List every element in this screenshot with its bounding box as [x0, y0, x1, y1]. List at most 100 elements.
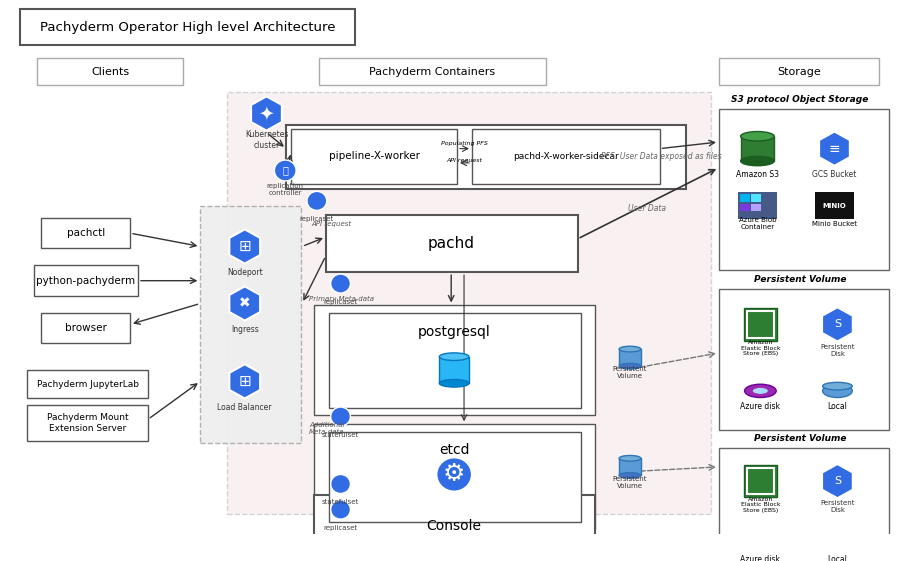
Ellipse shape — [745, 384, 776, 398]
Polygon shape — [822, 307, 853, 342]
Text: MINIO: MINIO — [823, 203, 846, 209]
Ellipse shape — [823, 383, 853, 390]
Circle shape — [330, 274, 350, 293]
Ellipse shape — [740, 131, 774, 141]
Circle shape — [274, 160, 296, 181]
Text: Persistent
Volume: Persistent Volume — [613, 366, 647, 379]
Text: S: S — [834, 476, 841, 486]
Bar — [719, 109, 889, 270]
Ellipse shape — [619, 364, 641, 369]
Bar — [227, 91, 711, 514]
Bar — [326, 215, 577, 272]
Text: GCS Bucket: GCS Bucket — [813, 170, 857, 179]
Ellipse shape — [823, 536, 853, 544]
Text: Storage: Storage — [777, 67, 821, 77]
Text: Nodeport: Nodeport — [227, 268, 262, 277]
Text: S3 protocol Object Storage: S3 protocol Object Storage — [731, 95, 869, 104]
Ellipse shape — [619, 472, 641, 479]
Text: Pachyderm Mount
Extension Server: Pachyderm Mount Extension Server — [47, 413, 129, 433]
Circle shape — [330, 475, 350, 494]
Polygon shape — [822, 464, 853, 498]
Text: Additional
Meta-data: Additional Meta-data — [309, 422, 345, 435]
Text: Clients: Clients — [91, 67, 129, 77]
Bar — [439, 357, 469, 383]
Text: Persistent
Disk: Persistent Disk — [820, 500, 854, 513]
Bar — [200, 206, 301, 443]
Text: Ingress: Ingress — [231, 325, 259, 334]
Text: PFS: User Data exposed as files: PFS: User Data exposed as files — [601, 151, 722, 161]
Text: ⊞: ⊞ — [238, 239, 251, 254]
Bar — [329, 432, 581, 522]
Bar — [37, 58, 184, 85]
Bar — [739, 194, 749, 202]
Text: ⊞: ⊞ — [238, 374, 251, 389]
Bar — [20, 9, 356, 45]
Polygon shape — [819, 131, 850, 165]
Bar — [740, 136, 774, 161]
Text: 🔵: 🔵 — [282, 165, 288, 176]
Bar — [747, 311, 774, 338]
Text: pachd: pachd — [428, 236, 475, 251]
Circle shape — [330, 500, 350, 519]
Bar — [738, 192, 777, 219]
Text: etcd: etcd — [439, 443, 470, 457]
Bar — [747, 468, 774, 494]
Bar — [719, 448, 889, 561]
Text: Persistent
Volume: Persistent Volume — [613, 476, 647, 489]
Text: Amazon S3: Amazon S3 — [736, 170, 779, 179]
Text: python-pachyderm: python-pachyderm — [36, 275, 135, 286]
Text: Local: Local — [827, 402, 847, 411]
Text: Minio Bucket: Minio Bucket — [812, 220, 857, 227]
Ellipse shape — [619, 346, 641, 352]
Bar — [719, 58, 879, 85]
Bar — [329, 313, 581, 408]
Ellipse shape — [752, 388, 768, 394]
Text: ≡: ≡ — [829, 141, 840, 155]
Text: replicaset: replicaset — [300, 216, 334, 222]
Bar — [291, 128, 457, 184]
Bar — [314, 495, 595, 557]
Polygon shape — [229, 286, 260, 320]
Text: replicaset: replicaset — [323, 525, 357, 531]
Ellipse shape — [439, 353, 469, 361]
Bar — [286, 125, 686, 190]
Bar — [744, 465, 777, 497]
Ellipse shape — [740, 156, 774, 165]
Text: Azure disk: Azure disk — [740, 402, 780, 411]
Bar — [472, 128, 660, 184]
Circle shape — [436, 457, 472, 491]
Text: ✦: ✦ — [259, 104, 274, 123]
Text: Local: Local — [827, 555, 847, 561]
Bar — [27, 405, 148, 441]
Text: User Data: User Data — [628, 204, 666, 213]
Text: browser: browser — [65, 323, 107, 333]
Text: Primary Meta-data: Primary Meta-data — [309, 296, 374, 302]
Text: postgresql: postgresql — [418, 325, 491, 339]
Text: pipeline-X-worker: pipeline-X-worker — [329, 151, 420, 161]
Ellipse shape — [752, 541, 768, 548]
Bar — [34, 265, 138, 296]
Bar — [814, 192, 854, 219]
Bar — [27, 370, 148, 398]
Text: ✖: ✖ — [239, 296, 251, 310]
Text: Load Balancer: Load Balancer — [217, 403, 272, 412]
Text: Persistent Volume: Persistent Volume — [754, 275, 846, 284]
Bar — [314, 305, 595, 415]
Text: Console: Console — [426, 519, 481, 533]
Ellipse shape — [823, 538, 853, 551]
Text: Azure disk: Azure disk — [740, 555, 780, 561]
Bar — [619, 349, 641, 366]
Polygon shape — [229, 364, 260, 398]
Bar — [42, 313, 130, 343]
Bar — [719, 289, 889, 430]
Text: S: S — [834, 319, 841, 329]
Text: API request: API request — [311, 220, 351, 227]
Ellipse shape — [439, 379, 469, 387]
Bar — [314, 424, 595, 528]
Text: Persistent Volume: Persistent Volume — [754, 434, 846, 443]
Text: Populating PFS: Populating PFS — [441, 141, 488, 146]
Text: API request: API request — [446, 159, 482, 163]
Text: Pachyderm Containers: Pachyderm Containers — [369, 67, 495, 77]
Text: replication
controller: replication controller — [267, 183, 304, 196]
Text: Pachyderm JupyterLab: Pachyderm JupyterLab — [37, 380, 138, 389]
